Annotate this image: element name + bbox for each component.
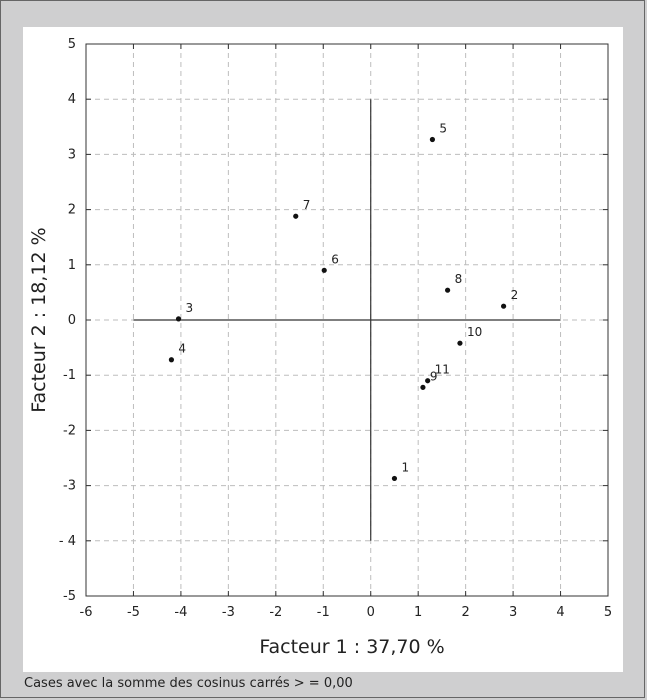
x-tick-label: 2: [461, 605, 469, 620]
y-tick-label: 5: [68, 37, 76, 52]
data-point-3: [175, 316, 182, 322]
y-tick-label: 3: [68, 147, 76, 162]
point-label-2: 2: [511, 288, 519, 302]
y-tick-label: -2: [63, 423, 76, 438]
x-tick-label: 0: [367, 605, 375, 620]
x-tick-label: 3: [509, 605, 517, 620]
point-label-7: 7: [303, 198, 311, 212]
y-tick-label: - 4: [59, 534, 76, 549]
data-point-10: [457, 340, 463, 346]
x-tick-label: -5: [127, 605, 140, 620]
data-point-7: [293, 213, 299, 219]
x-tick-label: 4: [556, 605, 564, 620]
point-label-8: 8: [455, 272, 463, 286]
footer-note: Cases avec la somme des cosinus carrés >…: [24, 676, 353, 691]
x-tick-label: -2: [269, 605, 282, 620]
point-label-5: 5: [439, 121, 447, 135]
tick-marks: [85, 43, 609, 597]
data-point-1: [391, 475, 398, 482]
data-point-8: [445, 287, 451, 293]
y-tick-label: -3: [63, 479, 76, 494]
x-tick-labels: -6 -5 -4 -3 -2 -1 0 1 2 3 4 5: [80, 605, 613, 620]
y-tick-label: 0: [68, 313, 76, 328]
y-tick-labels: 5 4 3 2 1 0 -1 -2 -3 - 4 -5: [59, 37, 76, 604]
point-label-9: 9: [430, 369, 438, 383]
data-point-2: [501, 303, 507, 309]
data-point-9: [420, 384, 426, 390]
y-tick-label: 2: [68, 203, 76, 218]
y-tick-label: 4: [68, 92, 76, 107]
x-tick-label: -3: [222, 605, 235, 620]
point-label-11: 11: [435, 363, 450, 377]
data-point-4: [168, 357, 175, 363]
x-axis-title: Facteur 1 : 37,70 %: [259, 636, 444, 658]
point-label-4: 4: [178, 342, 186, 356]
x-tick-label: 1: [414, 605, 422, 620]
x-tick-label: -6: [80, 605, 93, 620]
data-point-6: [321, 267, 327, 273]
reference-lines: [133, 99, 561, 541]
point-label-10: 10: [467, 325, 482, 339]
point-label-6: 6: [331, 252, 339, 266]
data-points: 1 2 3 4 5 6 7 8 9 10 11: [168, 121, 519, 482]
point-label-3: 3: [186, 301, 194, 315]
y-tick-label: -5: [63, 589, 76, 604]
y-tick-label: 1: [68, 258, 76, 273]
point-label-1: 1: [401, 460, 409, 474]
x-tick-label: 5: [604, 605, 612, 620]
y-axis-title: Facteur 2 : 18,12 %: [28, 227, 50, 412]
data-point-11: [425, 378, 431, 384]
y-tick-label: -1: [63, 368, 76, 383]
data-point-5: [429, 136, 436, 143]
x-tick-label: -4: [174, 605, 187, 620]
x-tick-label: -1: [317, 605, 330, 620]
